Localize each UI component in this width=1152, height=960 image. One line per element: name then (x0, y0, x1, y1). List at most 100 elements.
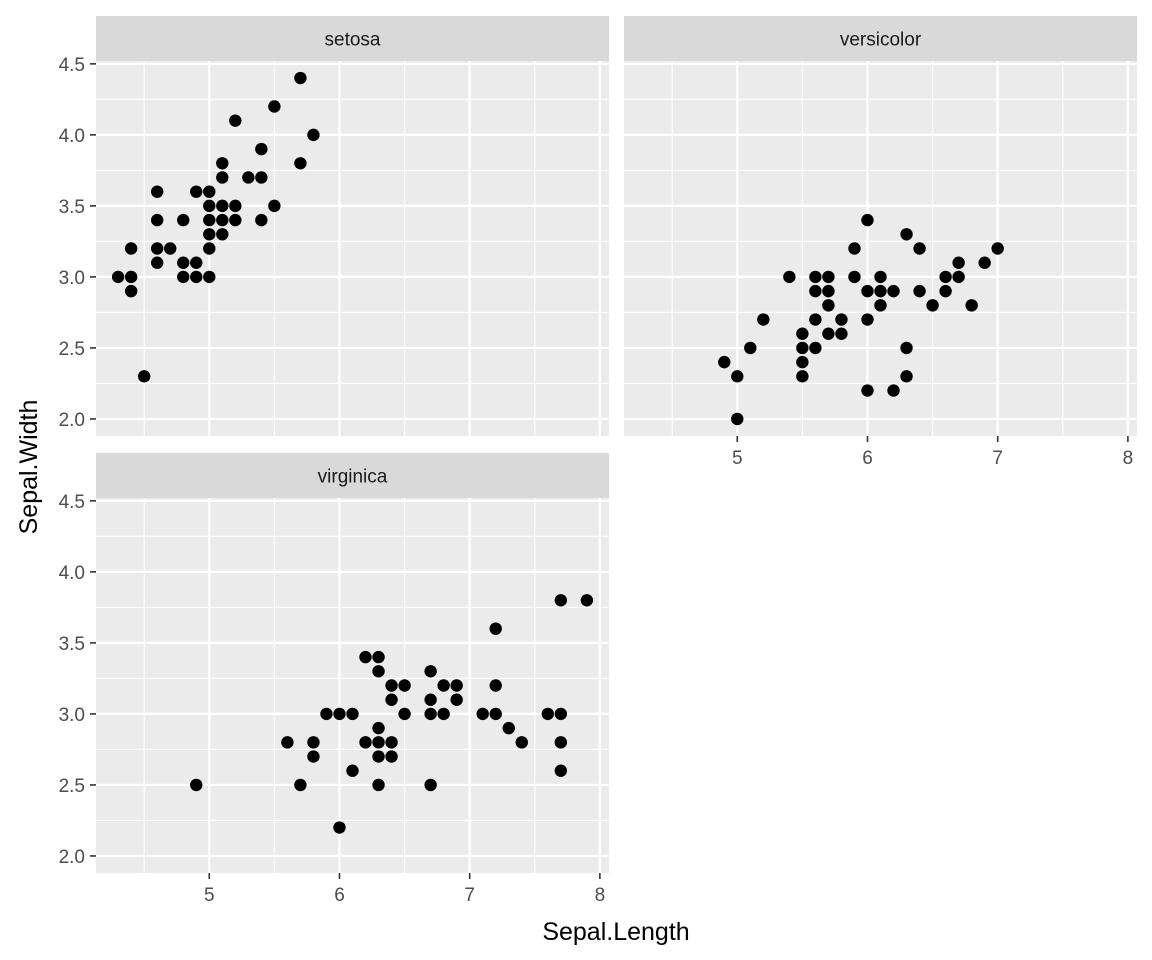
data-point (177, 270, 190, 284)
data-point (150, 213, 164, 227)
data-point (359, 650, 372, 664)
data-point (124, 284, 138, 298)
data-point (554, 594, 568, 607)
data-point (307, 750, 320, 763)
data-point (900, 370, 913, 383)
x-tick-label: 6 (862, 448, 873, 469)
data-point (913, 284, 926, 298)
data-point (255, 171, 268, 184)
data-point (398, 707, 411, 721)
data-point (939, 270, 952, 284)
facet-strip-label: virginica (318, 467, 388, 488)
data-point (835, 327, 848, 340)
data-point (874, 299, 887, 312)
facet-virginica: virginica 2.0 2.5 3.0 3.5 4.0 4.5 5 6 7 8 (59, 453, 609, 906)
data-point (242, 171, 255, 184)
data-point (965, 299, 978, 312)
data-point (887, 384, 900, 397)
data-point (229, 213, 242, 227)
data-point (372, 736, 385, 749)
data-point (111, 270, 125, 284)
data-point (216, 228, 229, 241)
data-point (229, 199, 242, 213)
data-point (541, 707, 555, 721)
x-tick-label: 8 (595, 885, 606, 906)
facet-strip (96, 16, 609, 61)
data-point (255, 213, 268, 227)
data-point (164, 242, 177, 255)
data-point (991, 242, 1004, 255)
data-point (216, 199, 229, 213)
data-point (783, 270, 796, 284)
data-point (268, 199, 281, 213)
y-tick-label: 4.5 (59, 492, 85, 513)
y-tick-label: 4.0 (59, 126, 85, 147)
data-point (216, 157, 229, 170)
data-point (718, 355, 731, 369)
facet-strip (96, 453, 609, 498)
data-point (372, 665, 385, 678)
data-point (203, 228, 216, 241)
data-point (424, 693, 437, 706)
x-tick-label: 7 (992, 448, 1003, 469)
data-point (294, 157, 307, 170)
y-tick-label: 2.5 (59, 776, 85, 797)
data-point (216, 171, 229, 184)
data-point (822, 284, 835, 298)
data-point (809, 313, 822, 326)
y-tick-label: 4.5 (59, 55, 85, 76)
data-point (124, 242, 138, 255)
data-point (346, 707, 359, 721)
data-point (372, 721, 385, 735)
data-point (385, 736, 398, 749)
facet-setosa: setosa 2.0 2.5 3.0 3.5 4.0 4.5 (59, 16, 609, 436)
y-tick-label: 3.0 (59, 268, 85, 289)
data-point (476, 707, 489, 721)
y-tick-label: 2.0 (59, 847, 85, 868)
data-point (554, 736, 568, 749)
data-point (385, 693, 398, 706)
data-point (822, 270, 835, 284)
data-point (255, 142, 268, 156)
data-point (952, 270, 965, 284)
data-point (372, 650, 385, 664)
data-point (424, 778, 437, 792)
data-point (809, 341, 822, 355)
data-point (320, 707, 333, 721)
data-point (190, 256, 203, 269)
data-point (124, 270, 138, 284)
data-point (398, 679, 411, 692)
x-axis-title: Sepal.Length (542, 918, 689, 946)
data-point (809, 284, 822, 298)
data-point (333, 707, 346, 721)
data-point (835, 313, 848, 326)
data-point (177, 256, 190, 269)
data-point (203, 185, 216, 198)
x-tick-label: 8 (1123, 448, 1134, 469)
data-point (861, 313, 874, 326)
data-point (190, 270, 203, 284)
data-point (190, 778, 203, 792)
data-point (848, 270, 861, 284)
data-point (137, 370, 151, 383)
data-point (190, 185, 203, 198)
panel-background (96, 498, 609, 873)
data-point (385, 679, 398, 692)
y-tick-label: 2.0 (59, 410, 85, 431)
data-point (359, 736, 372, 749)
data-point (333, 821, 346, 834)
data-point (281, 736, 294, 749)
data-point (554, 707, 568, 721)
data-point (450, 693, 463, 706)
data-point (229, 114, 242, 127)
data-point (515, 736, 528, 749)
data-point (757, 313, 770, 326)
data-point (150, 185, 164, 198)
data-point (385, 750, 398, 763)
data-point (307, 128, 320, 142)
data-point (978, 256, 991, 269)
y-tick-label: 2.5 (59, 339, 85, 360)
data-point (177, 213, 190, 227)
